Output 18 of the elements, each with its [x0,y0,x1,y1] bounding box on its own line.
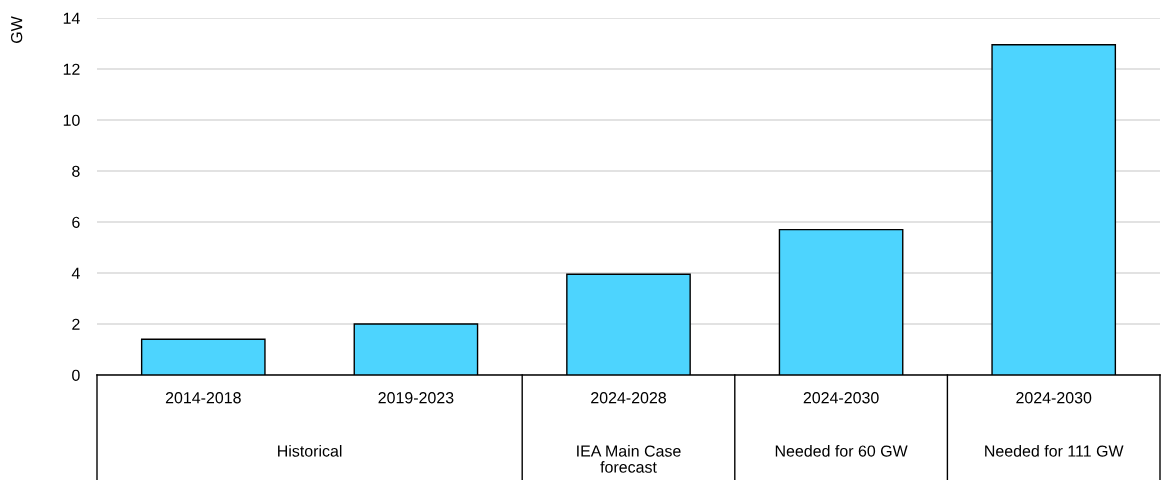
x-tick-label: 2014-2018 [165,392,241,404]
x-tick-label: 2024-2030 [803,392,879,404]
y-axis-title: GW [10,16,23,43]
text: Historical [278,445,342,457]
y-tick-label: 8 [72,165,80,177]
text: Needed for 111 GW [985,445,1124,457]
text: IEA Main Case forecast [577,445,681,473]
x-tick-label: 2024-2028 [591,392,666,404]
y-tick-label: 2 [72,318,80,330]
y-tick-label: 12 [63,63,80,75]
y-tick-label: 14 [63,12,80,24]
y-tick-label: 4 [71,267,80,279]
text: Needed for 60 GW [775,445,908,457]
y-tick-label: 10 [63,114,80,126]
x-tick-label: 2019-2023 [378,392,454,404]
x-tick-label: 2024-2030 [1016,392,1092,404]
y-tick-label: 6 [72,216,80,228]
y-tick-label: 0 [72,369,80,381]
